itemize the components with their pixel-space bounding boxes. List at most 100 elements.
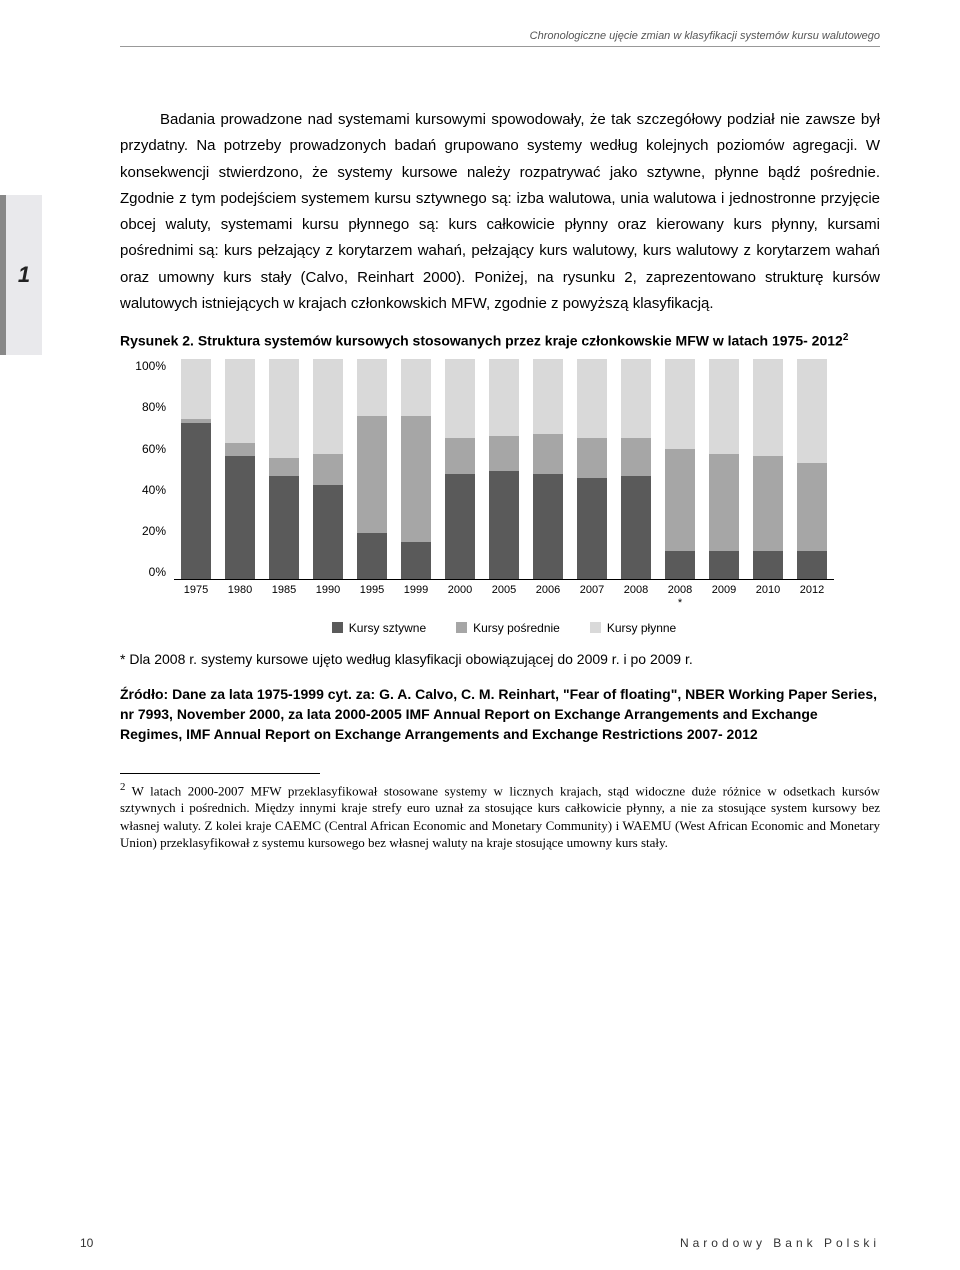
bar-segment — [225, 443, 255, 456]
legend-label: Kursy pośrednie — [473, 621, 560, 635]
page-number: 10 — [80, 1236, 93, 1250]
bar-segment — [357, 416, 387, 533]
bar-segment — [313, 454, 343, 485]
legend-item: Kursy płynne — [590, 621, 676, 635]
bar-segment — [665, 551, 695, 580]
bar-segment — [269, 476, 299, 579]
bar-segment — [269, 359, 299, 458]
bar-segment — [709, 359, 739, 454]
bar-segment — [181, 423, 211, 579]
chart-x-axis: 1975 1980 1985 1990 1995 1999 2000 2005 2006 2007… — [174, 584, 834, 610]
y-tick-label: 80% — [120, 400, 166, 414]
x-tick-label: 1999 — [401, 584, 431, 610]
bar-segment — [401, 359, 431, 416]
bar — [533, 359, 563, 579]
legend-swatch — [332, 622, 343, 633]
bar-segment — [709, 551, 739, 580]
footnote-body: W latach 2000-2007 MFW przeklasyfikował … — [120, 783, 880, 851]
bar — [797, 359, 827, 579]
bar-segment — [577, 438, 607, 478]
bar-segment — [401, 542, 431, 579]
chart-y-axis: 100% 80% 60% 40% 20% 0% — [120, 359, 174, 579]
x-tick-label: 2007 — [577, 584, 607, 610]
bar-segment — [621, 438, 651, 475]
bar — [269, 359, 299, 579]
x-tick-label: 1990 — [313, 584, 343, 610]
bar-segment — [357, 359, 387, 416]
y-tick-label: 100% — [120, 359, 166, 373]
bar-segment — [621, 359, 651, 438]
y-tick-label: 0% — [120, 565, 166, 579]
y-tick-label: 60% — [120, 442, 166, 456]
x-tick-label: 2005 — [489, 584, 519, 610]
footnote-text: 2 W latach 2000-2007 MFW przeklasyfikowa… — [120, 780, 880, 853]
footnote-separator — [120, 773, 320, 774]
source-citation: Źródło: Dane za lata 1975-1999 cyt. za: … — [120, 684, 880, 745]
bar-segment — [181, 359, 211, 418]
bar-segment — [621, 476, 651, 579]
bar-segment — [269, 458, 299, 476]
bar-segment — [489, 436, 519, 471]
bar-segment — [401, 416, 431, 541]
bar — [313, 359, 343, 579]
legend-label: Kursy sztywne — [349, 621, 426, 635]
section-number-badge: 1 — [0, 195, 42, 355]
page-footer: 10 Narodowy Bank Polski — [80, 1236, 880, 1250]
body-paragraph: Badania prowadzone nad systemami kursowy… — [120, 107, 880, 317]
bar-segment — [753, 551, 783, 580]
bar-segment — [533, 474, 563, 580]
bar — [445, 359, 475, 579]
bar-segment — [225, 359, 255, 443]
bar-segment — [709, 454, 739, 551]
figure-title-text: Rysunek 2. Struktura systemów kursowych … — [120, 333, 843, 349]
legend-item: Kursy sztywne — [332, 621, 426, 635]
bar-segment — [313, 359, 343, 454]
x-tick-label: 2000 — [445, 584, 475, 610]
bar-segment — [577, 359, 607, 438]
x-tick-label: 1985 — [269, 584, 299, 610]
x-tick-label: 1975 — [181, 584, 211, 610]
chart-container: 100%80%60%40%20%0% 197519801985199019951… — [120, 359, 840, 634]
x-tick-label: 2008 — [621, 584, 651, 610]
bar-segment — [445, 474, 475, 580]
x-tick-label: 2008 * — [665, 584, 695, 610]
bar-segment — [753, 359, 783, 456]
x-tick-label: 1980 — [225, 584, 255, 610]
y-tick-label: 40% — [120, 483, 166, 497]
bar — [665, 359, 695, 579]
legend-label: Kursy płynne — [607, 621, 676, 635]
bar — [709, 359, 739, 579]
bar-segment — [489, 359, 519, 436]
bar-segment — [533, 359, 563, 434]
bar-segment — [533, 434, 563, 474]
bar-segment — [445, 359, 475, 438]
legend-item: Kursy pośrednie — [456, 621, 560, 635]
figure-title: Rysunek 2. Struktura systemów kursowych … — [120, 331, 880, 351]
bar-segment — [357, 533, 387, 579]
x-tick-label: 2009 — [709, 584, 739, 610]
bar-segment — [665, 359, 695, 449]
bar — [577, 359, 607, 579]
bar-segment — [797, 463, 827, 551]
legend-swatch — [590, 622, 601, 633]
chart-bars — [174, 359, 834, 579]
x-tick-label: 2006 — [533, 584, 563, 610]
x-tick-label: 1995 — [357, 584, 387, 610]
bar-segment — [797, 551, 827, 580]
figure-title-sup: 2 — [843, 332, 849, 343]
running-header: Chronologiczne ujęcie zmian w klasyfikac… — [120, 30, 880, 47]
chart-legend: Kursy sztywne Kursy pośrednie Kursy płynne — [174, 621, 834, 635]
y-tick-label: 20% — [120, 524, 166, 538]
x-tick-label: 2012 — [797, 584, 827, 610]
bar — [181, 359, 211, 579]
bar — [753, 359, 783, 579]
bar — [489, 359, 519, 579]
bar-segment — [489, 471, 519, 579]
bar — [401, 359, 431, 579]
chart-plot-area — [174, 359, 834, 580]
chart-footnote: * Dla 2008 r. systemy kursowe ujęto wedł… — [120, 649, 880, 670]
bar-segment — [797, 359, 827, 462]
bar — [225, 359, 255, 579]
bar-segment — [445, 438, 475, 473]
bar-segment — [665, 449, 695, 550]
